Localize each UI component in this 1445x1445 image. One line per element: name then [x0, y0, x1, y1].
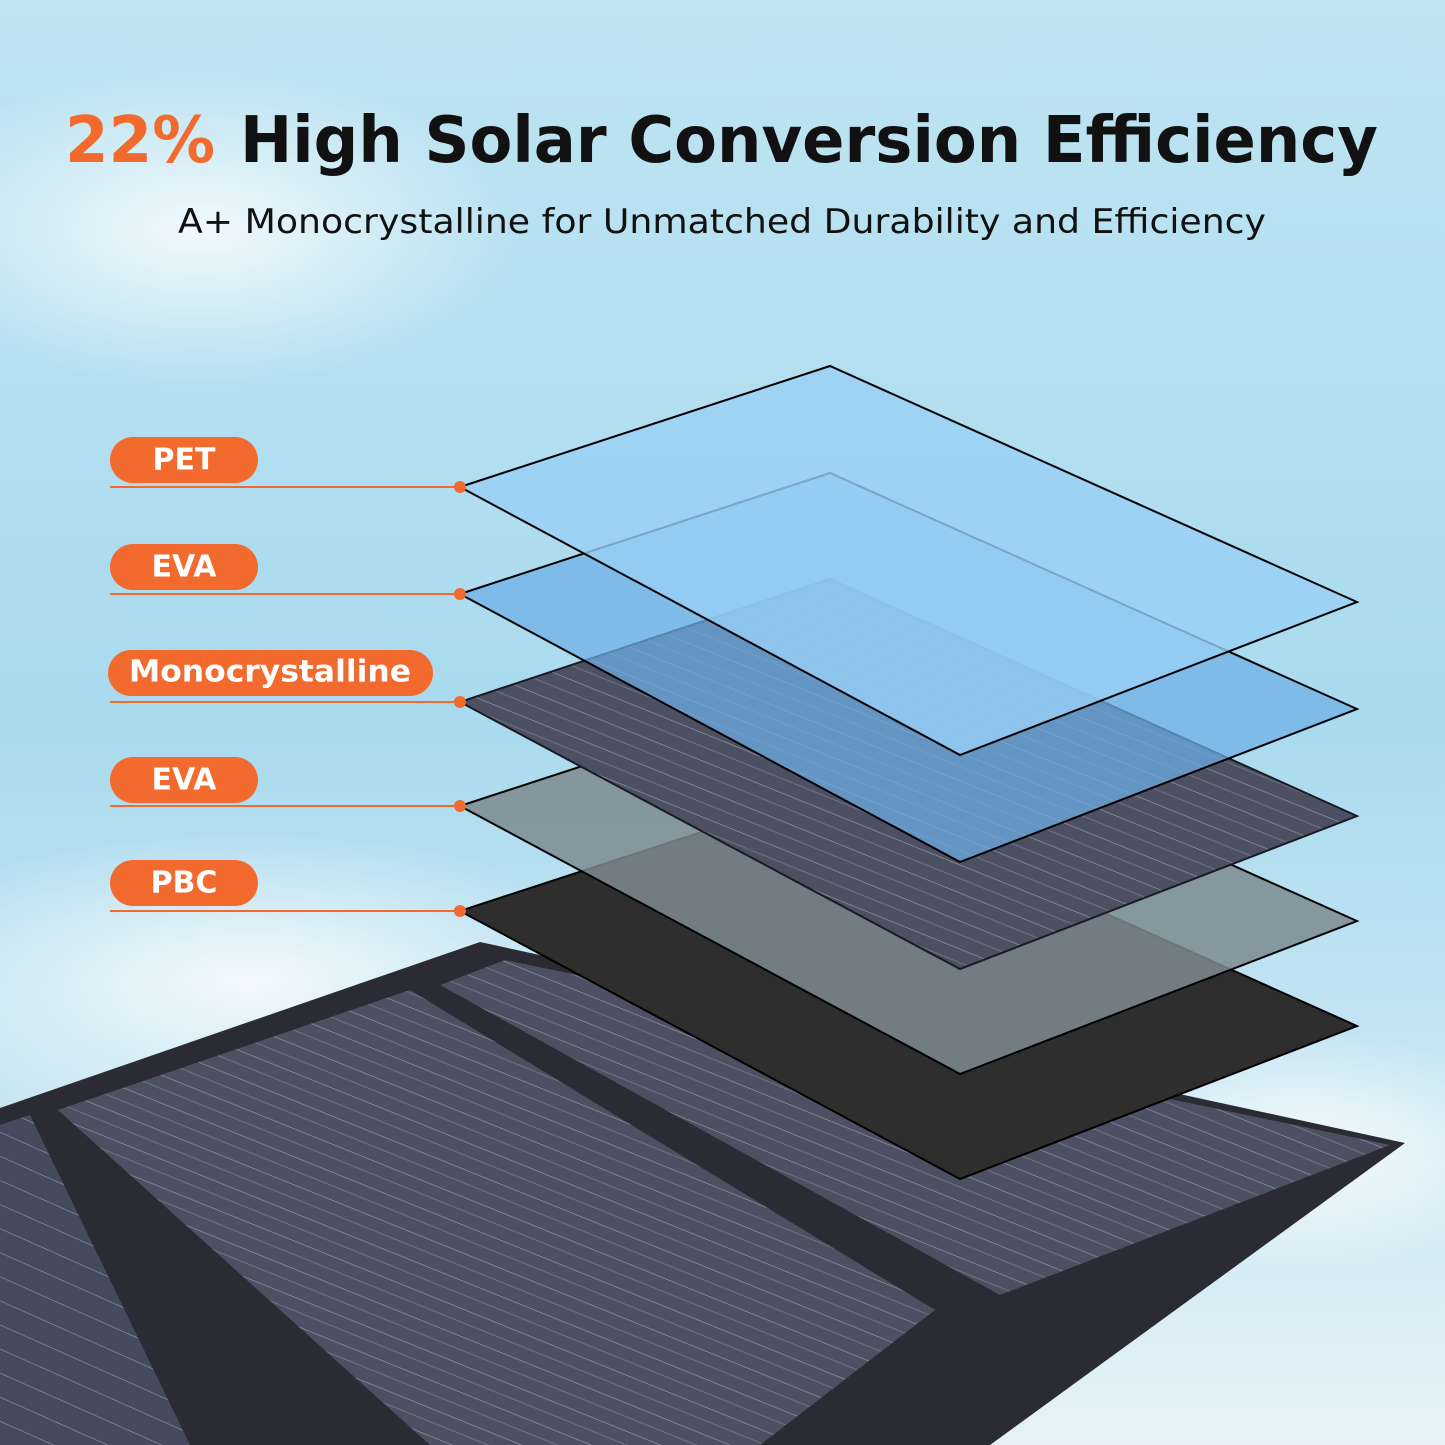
leader-dot — [454, 481, 466, 493]
layer-sheet — [457, 364, 1360, 757]
leader-dot — [454, 800, 466, 812]
title: High Solar Conversion Efficiency — [240, 104, 1378, 178]
layer-label: EVA — [152, 550, 218, 585]
cloud — [0, 70, 520, 390]
label-pill — [110, 860, 258, 906]
label-pill — [110, 437, 258, 483]
highlight: 22% — [65, 104, 215, 178]
label-pill — [110, 757, 258, 803]
subtitle: A+ Monocrystalline for Unmatched Durabil… — [178, 202, 1266, 242]
leader-dot — [454, 588, 466, 600]
layer-label: PBC — [151, 866, 218, 901]
layers — [457, 364, 1360, 1181]
label-pill — [108, 650, 433, 696]
leader-dot — [454, 905, 466, 917]
leader-dot — [454, 696, 466, 708]
layer-labels: PET EVA Monocrystalline EVA PBC — [108, 437, 466, 917]
layer-label: PET — [153, 443, 216, 478]
layer-label: EVA — [152, 763, 218, 798]
layer-label: Monocrystalline — [129, 655, 411, 690]
label-pill — [110, 544, 258, 590]
